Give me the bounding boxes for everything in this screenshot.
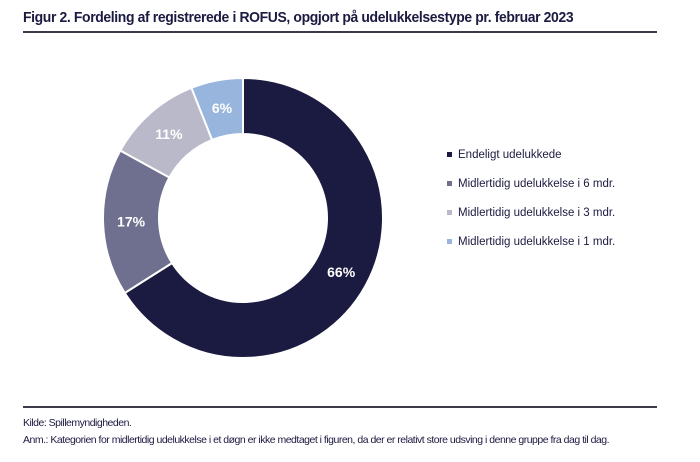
legend-label: Midlertidig udelukkelse i 1 mdr. [458,235,616,248]
legend-label: Endeligt udelukkede [458,148,562,161]
legend-swatch [447,210,452,215]
data-label: 11% [155,126,183,142]
legend-label: Midlertidig udelukkelse i 3 mdr. [458,206,616,219]
data-label: 66% [327,264,356,280]
legend-label: Midlertidig udelukkelse i 6 mdr. [458,177,616,190]
legend-item: Endeligt udelukkede [447,140,615,169]
legend-item: Midlertidig udelukkelse i 6 mdr. [447,169,615,198]
legend-item: Midlertidig udelukkelse i 3 mdr. [447,198,615,227]
slice-1 [123,76,384,359]
legend-swatch [447,181,452,186]
legend-swatch [447,239,452,244]
data-label: 6% [212,100,233,116]
legend-swatch [447,152,452,157]
source-text: Kilde: Spillemyndigheden. [23,417,132,429]
figure-title: Figur 2. Fordeling af registrerede i ROF… [23,9,574,26]
note-text: Anm.: Kategorien for midlertidig udelukk… [23,434,610,446]
footer-rule [23,406,657,408]
data-label: 17% [117,214,146,230]
slice-4 [190,76,244,142]
legend: Endeligt udelukkede Midlertidig udelukkel… [447,140,615,256]
legend-item: Midlertidig udelukkelse i 1 mdr. [447,227,615,256]
title-rule [23,31,657,33]
